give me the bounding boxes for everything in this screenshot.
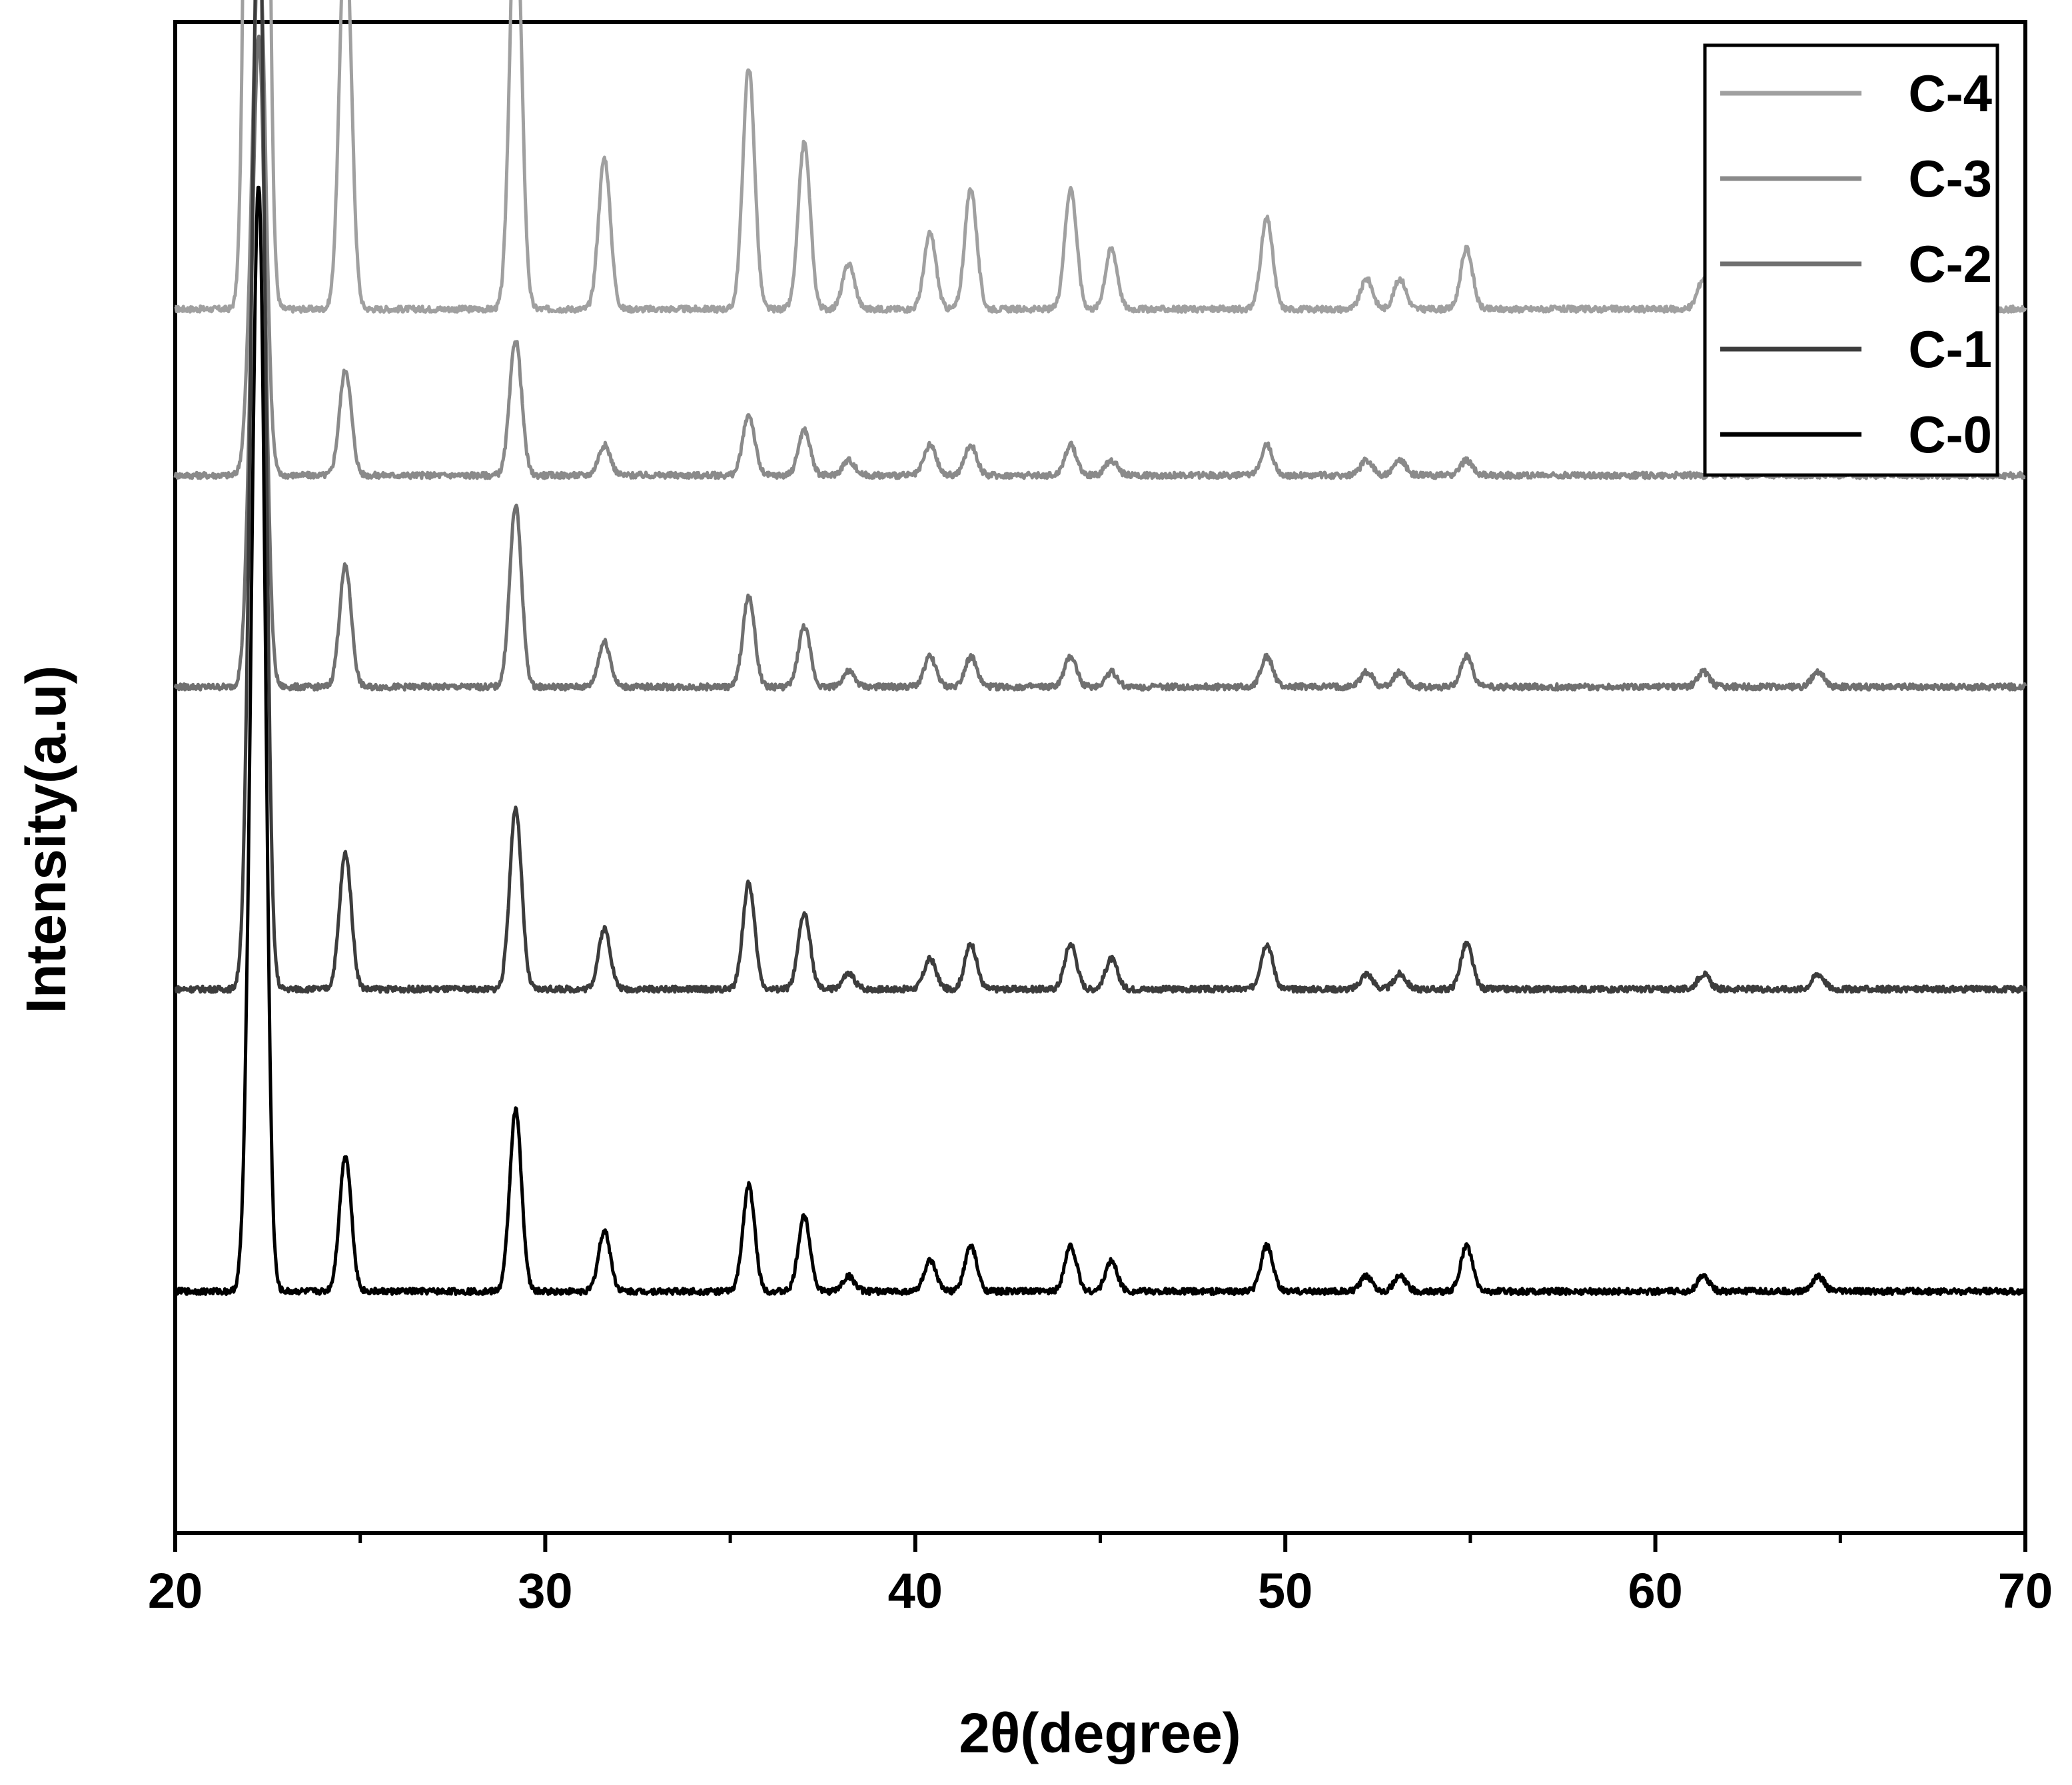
x-tick-label: 40: [888, 1563, 943, 1618]
legend-label-c-0: C-0: [1908, 405, 1992, 464]
series-line-c-0: [173, 185, 2027, 1297]
legend-label-c-3: C-3: [1908, 149, 1992, 208]
legend: C-4 C-3 C-2 C-1 C-0: [1703, 43, 1999, 477]
x-tick-label: 20: [148, 1563, 203, 1618]
x-axis-label: 2θ(degree): [959, 1702, 1241, 1764]
x-tick-label: 60: [1628, 1563, 1682, 1618]
series-line-c-1: [174, 0, 2027, 994]
legend-label-c-4: C-4: [1908, 64, 1992, 123]
x-tick-label: 50: [1258, 1563, 1312, 1618]
x-tick-label: 30: [518, 1563, 572, 1618]
y-axis-label: Intensity(a.u): [15, 666, 77, 1014]
x-axis-ticks: [173, 1533, 2027, 1552]
x-axis-tick-labels: 20 30 40 50 60 70: [148, 1563, 2053, 1618]
series-line-c-2: [173, 34, 2027, 692]
legend-box: [1703, 43, 1999, 477]
x-tick-label: 70: [1998, 1563, 2053, 1618]
legend-label-c-1: C-1: [1908, 320, 1992, 378]
legend-label-c-2: C-2: [1908, 235, 1992, 293]
